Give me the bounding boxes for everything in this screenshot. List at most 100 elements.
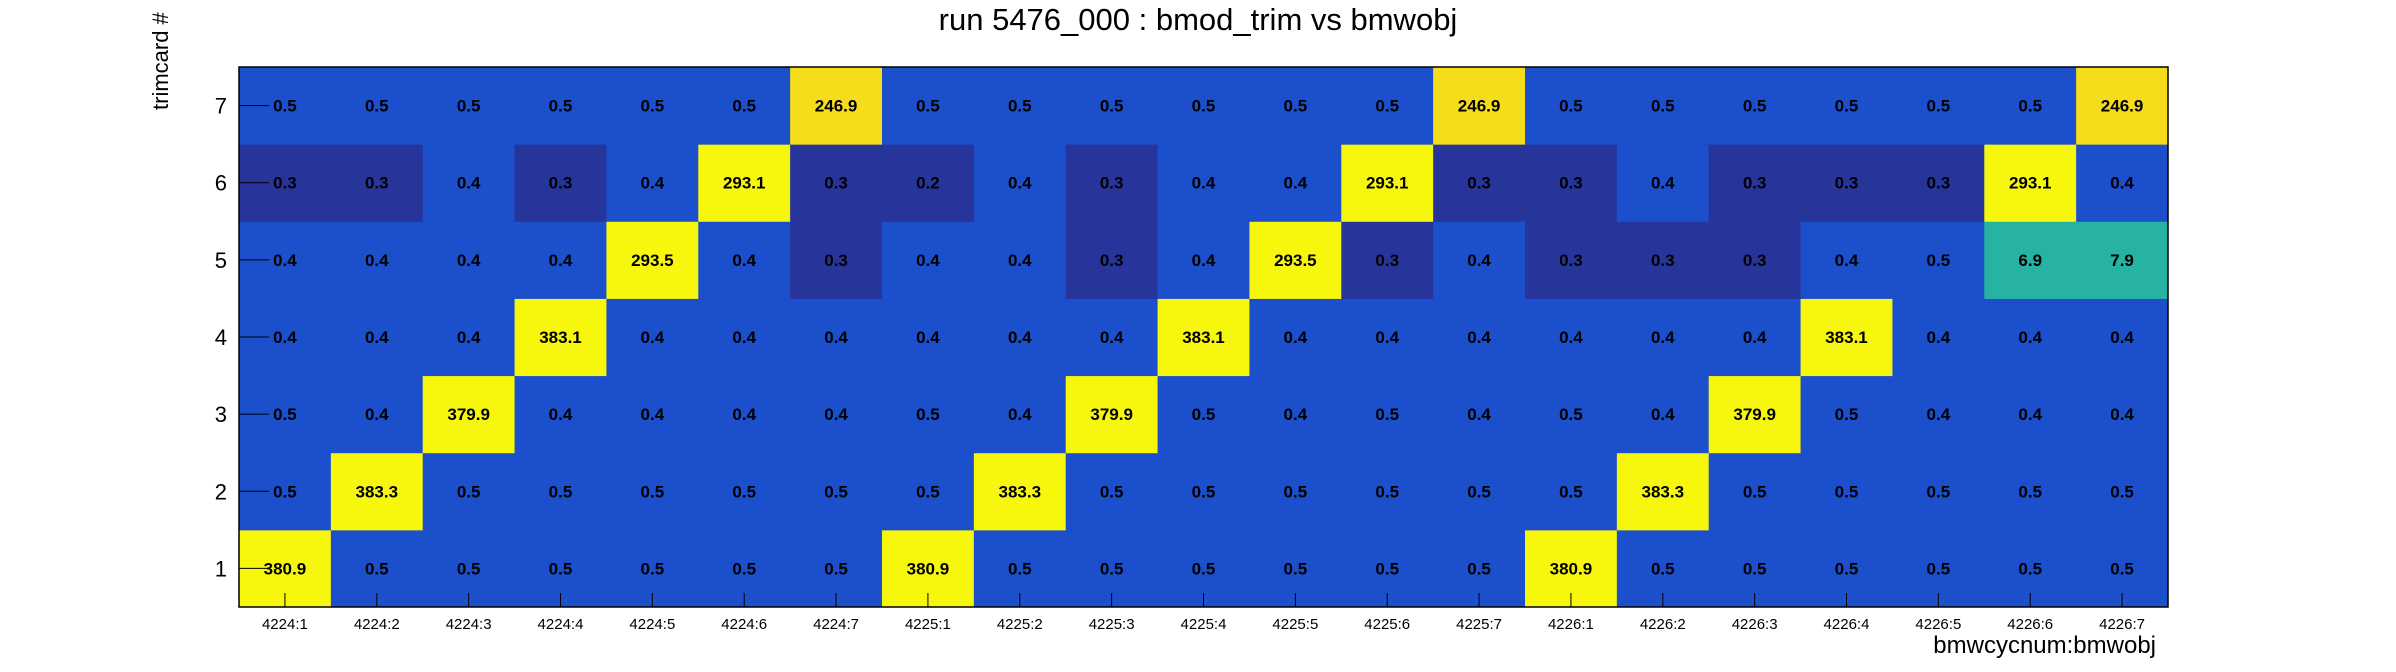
cell-value-label: 0.5 [1927, 559, 1951, 578]
cell-value-label: 0.5 [1927, 97, 1951, 116]
cell-value-label: 0.5 [457, 482, 481, 501]
heatmap-cell [1341, 67, 1434, 145]
x-tick-label: 4224:4 [538, 616, 584, 633]
cell-value-label: 0.4 [1008, 174, 1032, 193]
heatmap-cell [698, 221, 791, 299]
cell-value-label: 0.5 [641, 482, 665, 501]
cell-value-label: 383.3 [356, 482, 399, 501]
cell-value-label: 0.5 [2018, 482, 2042, 501]
cell-value-label: 0.4 [1192, 251, 1216, 270]
heatmap-cell [790, 67, 883, 145]
cell-value-label: 0.3 [365, 174, 389, 193]
heatmap-cell [790, 221, 883, 299]
cell-value-label: 0.5 [549, 97, 573, 116]
heatmap-cell [1800, 452, 1893, 531]
heatmap-cell [1800, 375, 1893, 454]
cell-value-label: 0.5 [1835, 482, 1859, 501]
cell-value-label: 380.9 [1550, 559, 1593, 578]
cell-value-label: 0.4 [1651, 328, 1675, 347]
y-tick-label: 5 [215, 248, 227, 273]
heatmap-cell [1708, 452, 1802, 531]
cell-value-label: 0.4 [2110, 328, 2134, 347]
cell-value-label: 0.5 [1284, 97, 1308, 116]
y-tick-label: 7 [215, 94, 227, 119]
heatmap-cell [1249, 298, 1342, 377]
cell-value-label: 293.5 [631, 251, 674, 270]
heatmap-cell [790, 375, 883, 454]
cell-value-label: 0.4 [365, 328, 389, 347]
cell-value-label: 0.3 [1927, 174, 1951, 193]
cell-value-label: 0.3 [1559, 174, 1583, 193]
heatmap-cell [606, 221, 699, 299]
cell-value-label: 0.4 [1100, 328, 1124, 347]
cell-value-label: 0.4 [732, 405, 756, 424]
heatmap-cell [1157, 144, 1250, 222]
y-tick-label: 3 [215, 402, 227, 427]
cell-value-label: 0.5 [1008, 97, 1032, 116]
cell-value-label: 0.5 [916, 97, 940, 116]
heatmap-cell [882, 67, 975, 145]
heatmap-cell [973, 144, 1067, 222]
heatmap-cell [1341, 298, 1434, 377]
cell-value-label: 0.3 [273, 174, 297, 193]
cell-value-label: 0.3 [1100, 251, 1124, 270]
heatmap-cell [514, 221, 607, 299]
heatmap-cell [1341, 221, 1434, 299]
cell-value-label: 0.5 [1375, 482, 1399, 501]
heatmap-cell [1249, 221, 1342, 299]
heatmap-cell [514, 375, 607, 454]
heatmap-cell [1892, 298, 1985, 377]
heatmap-cell [1525, 221, 1618, 299]
heatmap-cell [1984, 375, 2077, 454]
cell-value-label: 0.4 [1008, 328, 1032, 347]
cell-value-label: 6.9 [2018, 251, 2042, 270]
cell-value-label: 383.3 [999, 482, 1042, 501]
x-tick-label: 4225:5 [1272, 616, 1318, 633]
cell-value-label: 0.5 [549, 482, 573, 501]
heatmap-cell [1065, 298, 1159, 377]
cell-value-label: 0.4 [1375, 328, 1399, 347]
heatmap-cell [514, 144, 607, 222]
cell-value-label: 0.4 [365, 405, 389, 424]
heatmap-cell [422, 221, 516, 299]
heatmap-cell [790, 298, 883, 377]
x-tick-label: 4225:6 [1364, 616, 1410, 633]
heatmap-cell [1616, 375, 1710, 454]
heatmap-cell [606, 375, 699, 454]
heatmap-cell [1800, 298, 1893, 377]
heatmap-cell [1433, 452, 1526, 531]
cell-value-label: 0.5 [1835, 405, 1859, 424]
cell-value-label: 0.5 [1559, 405, 1583, 424]
x-tick-label: 4225:1 [905, 616, 951, 633]
heatmap-cell [422, 67, 516, 145]
heatmap-cell [1984, 144, 2077, 222]
heatmap-cell [1525, 375, 1618, 454]
cell-value-label: 0.3 [1100, 174, 1124, 193]
heatmap-cell [606, 452, 699, 531]
heatmap-cell [698, 452, 791, 531]
cell-value-label: 0.5 [732, 559, 756, 578]
x-tick-label: 4225:2 [997, 616, 1043, 633]
cell-value-label: 246.9 [2101, 97, 2144, 116]
heatmap-cell [422, 452, 516, 531]
cell-value-label: 0.5 [641, 559, 665, 578]
cell-value-label: 0.3 [1743, 174, 1767, 193]
cell-value-label: 0.5 [732, 97, 756, 116]
cell-value-label: 0.4 [1284, 328, 1308, 347]
cell-value-label: 0.3 [1467, 174, 1491, 193]
heatmap-cell [1892, 221, 1985, 299]
cell-value-label: 0.4 [1284, 405, 1308, 424]
cell-value-label: 0.5 [1927, 482, 1951, 501]
cell-value-label: 293.5 [1274, 251, 1317, 270]
cell-value-label: 0.5 [1743, 559, 1767, 578]
heatmap-cell [1249, 144, 1342, 222]
cell-value-label: 0.5 [824, 559, 848, 578]
cell-value-label: 0.4 [1559, 328, 1583, 347]
cell-value-label: 0.4 [1467, 405, 1491, 424]
cell-value-label: 0.5 [273, 97, 297, 116]
cell-value-label: 0.4 [1008, 251, 1032, 270]
heatmap-cell [790, 144, 883, 222]
heatmap-cell [606, 144, 699, 222]
cell-value-label: 0.5 [1100, 559, 1124, 578]
heatmap-cell [1984, 221, 2077, 299]
